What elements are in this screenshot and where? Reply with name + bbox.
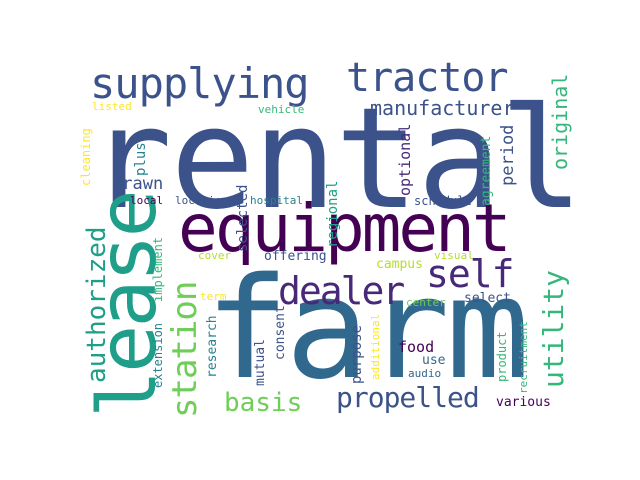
word-hospital: hospital [250,194,303,207]
word-vehicle: vehicle [258,103,305,116]
word-farm: farm [205,248,530,411]
word-use: use [422,353,446,368]
word-dealer: dealer [278,269,405,313]
word-consent: consent [273,305,288,360]
word-selected: selected [235,184,251,252]
word-campus: campus [376,257,423,272]
word-optional: optional [396,123,414,196]
word-authorized: authorized [82,226,112,383]
word-offering: offering [264,249,327,264]
word-local: local [130,194,164,207]
word-implement: implement [151,236,165,302]
word-self: self [426,252,515,296]
word-product: product [495,331,509,382]
word-audio: audio [408,367,442,380]
word-drawn: drawn [112,174,164,194]
word-agreement: agreement [479,135,494,206]
word-station: station [165,281,205,418]
word-period: period [498,124,518,186]
word-extension: extension [151,322,165,388]
word-recruitment: recruitment [517,321,530,394]
word-additional: additional [369,313,382,380]
word-propelled: propelled [336,381,480,414]
word-food: food [398,338,435,356]
word-purpose: purpose [349,324,365,384]
word-listed: listed [92,100,132,113]
word-plus: plus [133,142,149,176]
word-mutual: mutual [253,339,268,386]
word-select: select [464,291,511,306]
word-cleaning: cleaning [79,128,93,186]
word-various: various [496,395,551,410]
word-schedule: schedule [414,194,472,208]
word-original: original [548,73,572,170]
word-rental: rental [88,78,584,241]
word-basis: basis [224,388,303,418]
word-tractor: tractor [346,55,509,101]
word-center: center [406,296,446,309]
word-research: research [205,315,220,378]
word-term: term [200,290,227,303]
word-cover: cover [198,249,232,262]
word-regional: regional [325,180,341,248]
word-location: location [175,194,228,207]
word-utility: utility [537,269,570,388]
word-visual: visual [434,249,474,262]
word-supplying: supplying [90,59,310,108]
word-manufacturer: manufacturer [370,96,515,120]
word-equipment: equipment [178,190,512,267]
